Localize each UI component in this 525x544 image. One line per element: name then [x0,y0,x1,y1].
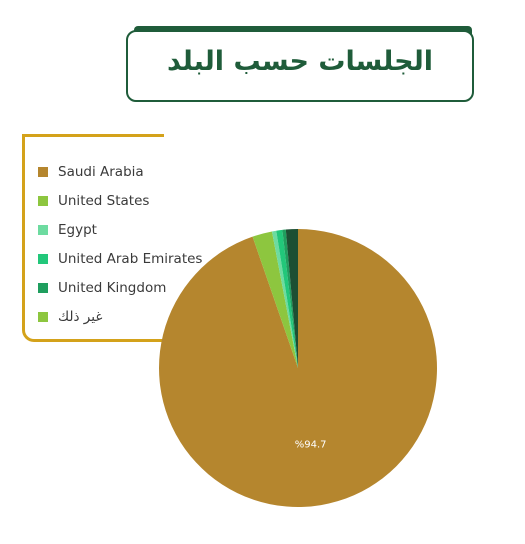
legend-item-saudi-arabia[interactable]: Saudi Arabia [38,157,202,186]
legend-frame [22,136,164,342]
title-frame [126,30,474,102]
legend-label: United States [58,192,150,209]
legend-label: United Kingdom [58,279,167,296]
chart-legend: Saudi Arabia United States Egypt United … [38,157,202,331]
legend-label: United Arab Emirates [58,250,203,267]
legend-swatch [38,311,48,322]
legend-item-egypt[interactable]: Egypt [38,215,202,244]
legend-item-other[interactable]: غير ذلك [38,302,202,331]
legend-swatch [38,282,48,293]
legend-top-border [22,134,164,137]
pie-slice-united-arab-emirates[interactable] [276,229,298,368]
legend-swatch [38,253,48,264]
legend-swatch [38,195,48,206]
legend-label: Saudi Arabia [58,163,144,180]
legend-label: غير ذلك [58,308,103,325]
legend-swatch [38,166,48,177]
pie-slice-غير-ذلك[interactable] [285,229,298,368]
legend-item-uae[interactable]: United Arab Emirates [38,244,202,273]
legend-item-united-states[interactable]: United States [38,186,202,215]
pie-slice-egypt[interactable] [271,230,298,368]
slice-data-label: %94.7 [295,439,327,450]
chart-title: الجلسات حسب البلد [167,46,433,77]
legend-item-united-kingdom[interactable]: United Kingdom [38,273,202,302]
legend-label: Egypt [58,221,97,238]
legend-swatch [38,224,48,235]
pie-slice-united-states[interactable] [252,231,298,368]
pie-slice-united-kingdom[interactable] [282,229,298,368]
